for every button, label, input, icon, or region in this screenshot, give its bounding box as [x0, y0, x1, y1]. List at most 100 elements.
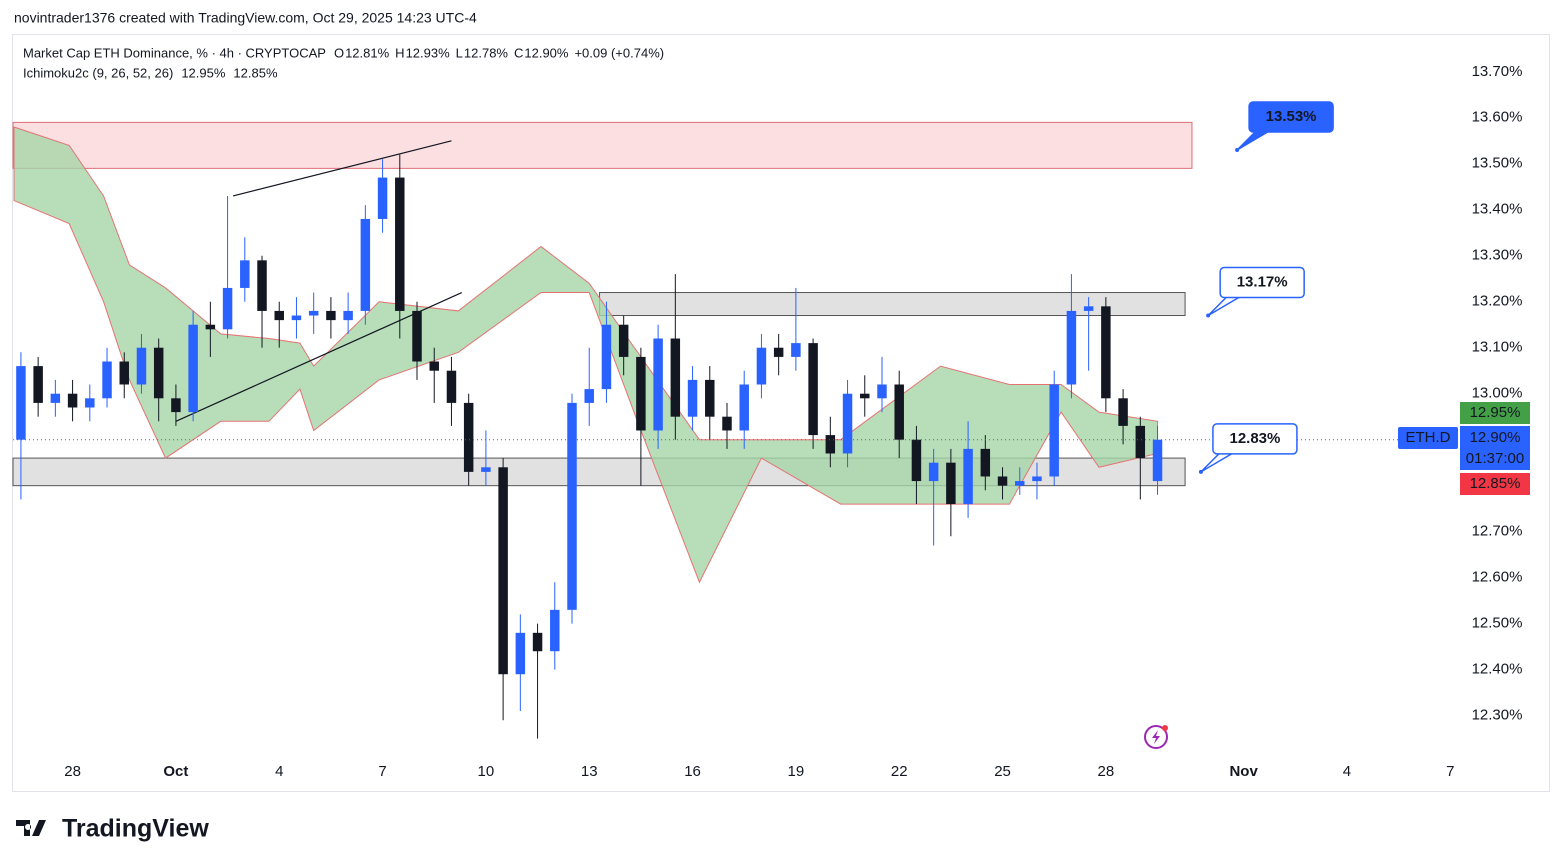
brand: TradingView: [62, 815, 209, 843]
candle-body: [997, 476, 1008, 486]
candle-body: [1101, 306, 1111, 399]
badge: [1460, 426, 1530, 470]
candle-body: [153, 347, 164, 399]
candle-body: [601, 324, 612, 390]
candle-body: [825, 435, 836, 454]
ohlc-key: H: [395, 45, 404, 60]
badge-label: 12.90%: [1470, 429, 1521, 446]
candle-body: [894, 384, 904, 440]
y-tick-label: 13.20%: [1472, 293, 1523, 310]
countdown: 01:37:00: [1466, 450, 1524, 467]
x-tick-label: Nov: [1229, 763, 1258, 780]
callout-point: [1206, 313, 1211, 318]
candle-body: [618, 324, 629, 357]
candle-body: [188, 324, 198, 413]
candle-body: [911, 439, 922, 482]
chart-title: Market Cap ETH Dominance, % · 4h · CRYPT…: [23, 45, 326, 60]
candle-body: [50, 393, 61, 403]
y-tick-label: 13.60%: [1472, 109, 1523, 126]
callout-box: [1212, 423, 1298, 455]
callout-label: 12.83%: [1229, 430, 1280, 447]
x-tick-label: 13: [581, 763, 598, 780]
x-tick-label: Oct: [163, 763, 188, 780]
x-tick-label: 7: [1446, 763, 1454, 780]
candle-body: [584, 389, 594, 403]
x-tick-label: 22: [891, 763, 908, 780]
candle-body: [85, 398, 95, 408]
y-tick-label: 12.30%: [1472, 707, 1523, 724]
zone: [599, 292, 1186, 317]
ohlc-value: 12.90%: [524, 45, 569, 60]
candle-body: [980, 448, 991, 477]
candle-body: [412, 310, 422, 362]
candle-body: [33, 366, 43, 403]
x-tick-label: 28: [64, 763, 81, 780]
candle-body: [808, 343, 818, 436]
candle-body: [16, 366, 26, 440]
candle-body: [842, 393, 853, 454]
brand-logo: [16, 820, 46, 836]
candle-body: [481, 467, 491, 472]
ohlc-key: C: [514, 45, 523, 60]
y-tick-label: 13.30%: [1472, 247, 1523, 264]
callout-point: [1235, 147, 1240, 152]
x-tick-label: 16: [684, 763, 701, 780]
candle-body: [567, 402, 577, 610]
candle-body: [119, 361, 129, 385]
byline: novintrader1376 created with TradingView…: [14, 10, 477, 26]
candle-body: [1118, 398, 1128, 426]
candle-body: [1032, 476, 1042, 482]
candle-body: [1152, 439, 1163, 482]
y-tick-label: 13.00%: [1472, 385, 1523, 402]
candle-body: [722, 416, 732, 431]
y-tick-label: 13.10%: [1472, 339, 1523, 356]
badge: [1460, 473, 1530, 495]
indicator-value: 12.85%: [233, 65, 278, 80]
candle-body: [222, 287, 233, 330]
y-tick-label: 12.60%: [1472, 569, 1523, 586]
callout-label: 13.53%: [1266, 108, 1317, 125]
callout-box: [1219, 266, 1305, 299]
candle-body: [791, 343, 801, 357]
candle-body: [739, 384, 749, 431]
candle-body: [687, 379, 698, 417]
candle-body: [67, 393, 78, 408]
candle-body: [653, 338, 663, 431]
candle-body: [1135, 425, 1146, 459]
candle-body: [636, 356, 646, 431]
callout-box: [1248, 101, 1334, 133]
y-tick-label: 12.70%: [1472, 523, 1523, 540]
candle-body: [171, 398, 181, 413]
candle-body: [274, 310, 284, 321]
badge: [1460, 402, 1530, 424]
candle-body: [446, 370, 457, 403]
x-tick-label: 19: [788, 763, 805, 780]
y-tick-label: 12.50%: [1472, 615, 1523, 632]
trendline: [232, 140, 452, 197]
candle-body: [429, 361, 439, 371]
candle-body: [550, 609, 560, 652]
candle-body: [946, 462, 956, 505]
candle-body: [1049, 384, 1059, 477]
candle-body: [515, 632, 526, 675]
callout-point: [1198, 469, 1203, 474]
candle-body: [343, 310, 353, 321]
x-tick-label: 25: [994, 763, 1011, 780]
ohlc-value: 12.78%: [464, 45, 509, 60]
callout-tail: [1236, 129, 1274, 151]
y-tick-label: 12.40%: [1472, 661, 1523, 678]
candle-body: [1083, 306, 1094, 311]
candle-body: [1066, 310, 1077, 385]
callout-label: 13.17%: [1237, 273, 1288, 290]
x-tick-label: 28: [1098, 763, 1115, 780]
x-tick-label: 4: [275, 763, 283, 780]
symbol: ETH.D: [1406, 429, 1451, 446]
candle-body: [326, 310, 336, 321]
candle-body: [877, 384, 887, 399]
candle-body: [532, 632, 543, 652]
candle-body: [963, 448, 973, 505]
y-tick-label: 13.50%: [1472, 155, 1523, 172]
candle-body: [395, 177, 405, 311]
